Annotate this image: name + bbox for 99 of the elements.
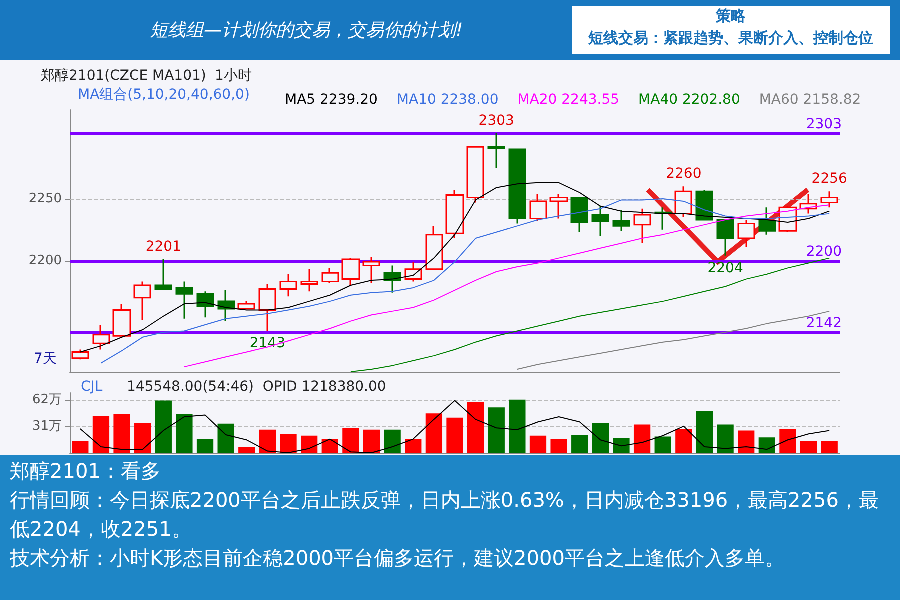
ref-line-label: 2200 [806,244,842,260]
candlestick [550,193,568,220]
bar [363,430,380,453]
text: 技术分析：小时K形态目前企稳2000平台偏多运行，建议2000平台之上逢低介入多单。 [10,545,786,572]
chart-title: 郑醇2101(CZCE MA101) [41,68,206,84]
bar [196,439,214,453]
candlestick [570,196,588,234]
y-tick-label: 62万 [32,392,62,408]
candlestick [634,208,652,244]
bar [259,430,276,453]
bar [155,400,172,453]
bar [758,438,776,453]
bar [821,441,838,453]
bar [676,429,692,453]
bar [488,408,505,453]
bar [405,439,422,453]
bar [634,424,651,453]
candlestick [426,225,444,270]
bar [467,402,484,453]
text: 策略 [715,6,747,26]
annotation: 2260 [666,166,702,182]
annotation: 2256 [812,171,848,188]
bar [426,414,443,453]
bar [550,439,568,453]
bar [134,423,152,453]
candlestick [238,300,256,310]
bar [322,439,338,453]
candlestick [300,268,318,292]
bar [509,400,526,453]
legend-title: MA组合(5,10,20,40,60,0) [78,87,250,103]
chart-subtitle: 1小时 [215,68,252,84]
text: MA5 2239.20 [285,92,378,108]
chart-title: CJL [81,379,103,395]
text: MA10 2238.00 [396,92,499,108]
bar [613,438,630,453]
bar [114,414,130,453]
bar [654,436,672,453]
bar [92,416,110,453]
candlestick [72,349,90,360]
text: MA40 2202.80 [638,92,740,108]
candlestick [820,190,838,208]
bar [280,434,297,453]
bar [176,414,193,453]
y-tick-label: 31万 [32,418,62,434]
y-tick-label: 2200 [28,253,62,268]
text: 短线组—计划你的交易，交易你的计划! [150,19,464,42]
candlestick [696,190,714,221]
candlestick [508,148,526,224]
bar [238,447,256,453]
bar [738,430,755,453]
candlestick [530,193,548,222]
candlestick [196,290,214,318]
candlestick [92,324,110,351]
text: 行情回顾：今日探底2200平台之后止跌反弹，日内上涨0.63%，日内减仓33196，最高2256，最低2204，收2251。 [10,487,880,543]
candlestick [134,281,152,321]
candlestick [738,219,756,248]
annotation: 2204 [708,260,744,276]
candlestick [112,303,132,337]
candlestick [362,256,380,284]
annotation: 2201 [146,239,182,256]
text: MA60 2158.82 [759,92,862,108]
bar [572,435,588,453]
ref-line-label: 2142 [806,315,842,332]
bar [72,441,89,453]
bar [342,428,360,453]
candlestick [446,190,464,240]
annotation: 2143 [250,336,286,352]
candlestick [154,258,172,290]
candlestick [176,281,194,320]
text: 7天 [34,351,57,367]
chart-subtitle: 145548.00(54:46) OPID 1218380.00 [127,379,386,395]
candlestick [674,186,692,218]
bar [218,424,234,453]
text: 郑醇2101：看多 [10,458,162,485]
candlestick [258,284,276,332]
bar [717,424,734,453]
y-tick-label: 2250 [28,191,62,206]
bar [384,430,401,453]
candlestick [280,274,298,298]
candlestick [342,258,360,286]
bar [446,418,464,453]
annotation: 2303 [478,112,514,129]
bar [592,423,609,453]
bar [696,411,714,453]
bar [800,441,818,453]
bar [530,436,547,453]
bar [301,436,318,453]
ref-line-label: 2303 [806,116,842,132]
text: MA20 2243.55 [518,92,620,108]
candlestick [758,206,776,236]
candlestick [488,132,506,169]
bar [780,429,796,453]
candlestick [322,267,340,284]
candlestick [612,209,630,232]
candlestick [592,206,610,237]
text: 短线交易：紧跟趋势、果断介入、控制仓位 [588,28,874,49]
line-series [80,400,830,454]
candlestick [466,146,484,204]
candlestick [716,219,734,257]
